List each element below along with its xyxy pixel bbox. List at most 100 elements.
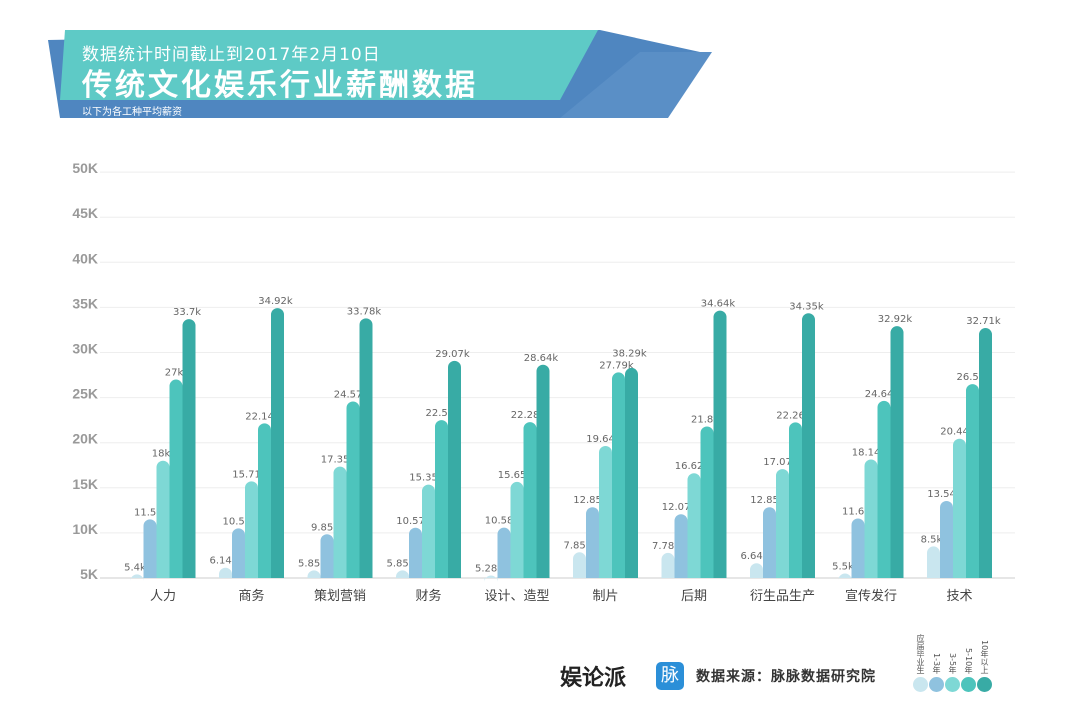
data-label: 5.85k <box>298 558 326 569</box>
bar <box>333 466 347 578</box>
banner-ribbon <box>560 52 712 118</box>
data-label: 13.54k <box>927 489 962 500</box>
bar <box>523 422 537 578</box>
data-label: 27k <box>165 368 184 379</box>
data-label: 11.5k <box>134 507 162 518</box>
x-tick-label: 制片 <box>592 589 618 604</box>
banner-front <box>60 30 598 100</box>
bar <box>940 500 953 578</box>
legend-label: 应届毕业生 <box>916 634 925 674</box>
legend: 应届毕业生 1-3年 3-5年 5-10年 10年以上 <box>912 620 992 692</box>
data-label: 10.57k <box>396 516 431 527</box>
y-tick-label: 40K <box>72 250 98 266</box>
x-tick-label: 策划营销 <box>314 588 366 604</box>
legend-item: 应届毕业生 <box>912 620 928 692</box>
y-tick-label: 35K <box>72 295 98 311</box>
data-label: 11.6k <box>842 506 870 517</box>
x-tick-label: 财务 <box>415 588 441 604</box>
data-label: 18k <box>152 449 171 460</box>
data-label: 32.92k <box>878 314 913 325</box>
bar <box>763 507 776 578</box>
x-tick-label: 人力 <box>150 589 176 604</box>
y-tick-label: 20K <box>72 431 98 447</box>
legend-item: 5-10年 <box>960 620 976 692</box>
bar <box>409 527 422 578</box>
legend-swatch <box>912 677 928 692</box>
data-label: 12.85k <box>573 495 608 506</box>
data-label: 22.5k <box>425 408 453 419</box>
x-tick-label: 衍生品生产 <box>750 589 815 604</box>
bar <box>484 575 498 582</box>
bar <box>258 423 271 578</box>
data-label: 5.4k <box>124 562 146 573</box>
data-label: 15.71k <box>232 469 267 480</box>
data-label: 20.44k <box>940 427 975 438</box>
legend-item: 3-5年 <box>944 620 960 692</box>
bar <box>510 481 524 578</box>
data-label: 34.64k <box>701 299 736 310</box>
data-label: 19.64k <box>586 434 621 445</box>
bar <box>219 567 232 578</box>
data-label: 29.07k <box>435 349 470 360</box>
banner-subtitle: 数据统计时间截止到2017年2月10日 <box>82 45 381 65</box>
data-label: 27.79k <box>599 360 634 371</box>
bar <box>573 552 586 578</box>
bar <box>674 514 688 578</box>
bar <box>789 422 802 578</box>
x-tick-label: 设计、造型 <box>484 589 549 604</box>
bar <box>661 552 675 578</box>
data-label: 32.71k <box>966 316 1001 327</box>
data-label: 24.64k <box>865 389 900 400</box>
data-label: 5.28k <box>475 563 503 574</box>
bar <box>599 445 612 578</box>
legend-label: 1-3年 <box>932 652 941 674</box>
data-label: 26.5k <box>956 372 984 383</box>
data-label: 10.5k <box>222 516 250 527</box>
bar <box>448 360 461 578</box>
bar <box>346 401 360 578</box>
data-label: 33.78k <box>347 306 382 317</box>
legend-label: 10年以上 <box>980 639 989 674</box>
bar <box>838 573 852 580</box>
data-label: 12.07k <box>662 502 697 513</box>
data-label: 6.64k <box>740 551 768 562</box>
data-label: 22.26k <box>776 410 811 421</box>
data-label: 16.62k <box>675 461 710 472</box>
bar <box>536 364 550 578</box>
bar <box>271 308 284 578</box>
bar <box>586 507 599 578</box>
y-tick-label: 50K <box>72 160 98 176</box>
data-label: 8.5k <box>921 534 943 545</box>
data-label: 22.14k <box>245 411 280 422</box>
bar <box>130 574 144 581</box>
bar <box>143 519 157 578</box>
bar <box>979 328 992 578</box>
data-label: 34.35k <box>789 301 824 312</box>
data-label: 17.35k <box>321 455 356 466</box>
data-label: 15.65k <box>498 470 533 481</box>
data-label: 22.28k <box>511 410 546 421</box>
data-label: 9.85k <box>311 522 339 533</box>
bar <box>687 473 701 578</box>
footer: 娱论派 脉 数据来源：脉脉数据研究院 <box>560 660 876 692</box>
legend-swatch <box>960 677 976 692</box>
legend-swatch <box>944 677 960 692</box>
data-label: 5.85k <box>386 558 414 569</box>
bar <box>713 310 727 578</box>
bar <box>890 326 904 578</box>
data-label: 6.14k <box>209 556 237 567</box>
x-tick-label: 技术 <box>946 589 972 604</box>
legend-label: 5-10年 <box>964 647 973 674</box>
data-label: 5.5k <box>832 561 854 572</box>
page-title: 传统文化娱乐行业薪酬数据 <box>82 68 478 103</box>
bar <box>435 420 448 578</box>
bar <box>169 379 183 578</box>
maimai-logo: 脉 <box>656 662 685 690</box>
legend-item: 10年以上 <box>976 620 992 692</box>
yulunpai-logo: 娱论派 <box>560 666 627 691</box>
bar <box>307 570 321 578</box>
data-label: 28.64k <box>524 353 559 364</box>
bar <box>776 469 789 578</box>
bar <box>864 459 878 578</box>
